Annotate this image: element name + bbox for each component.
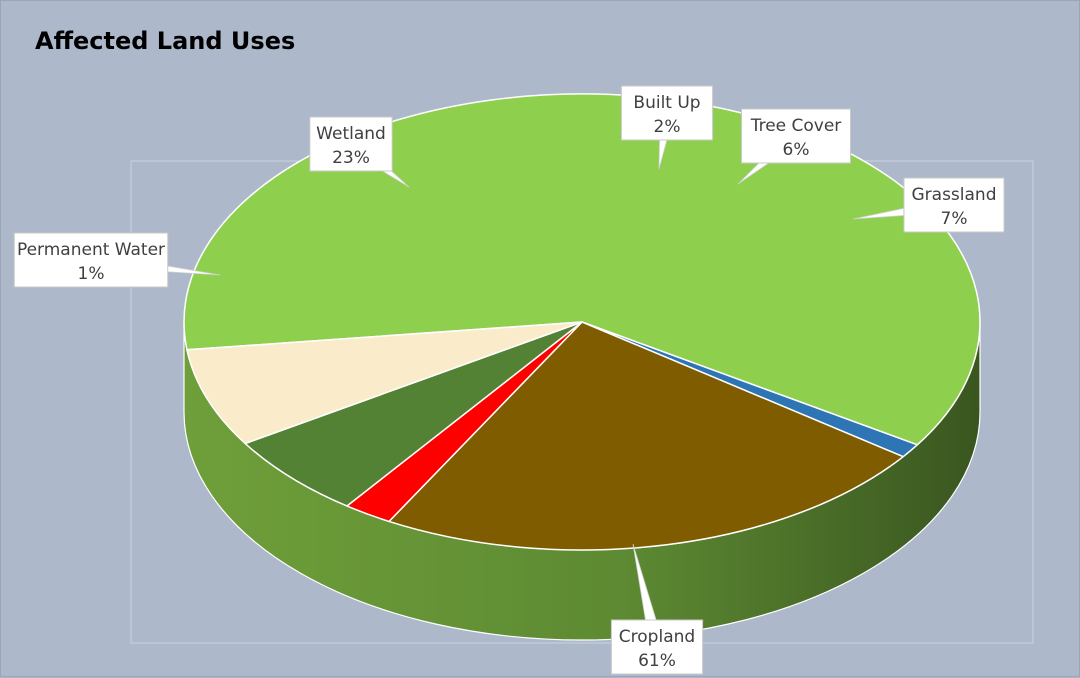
slice-percent-tree-cover: 6% [783, 140, 810, 160]
slice-label-built-up: Built Up [633, 93, 700, 113]
slice-label-tree-cover: Tree Cover [750, 116, 842, 136]
slice-label-permanent-water: Permanent Water [17, 240, 165, 260]
slice-percent-built-up: 2% [654, 117, 681, 137]
label-box-wetland [309, 116, 393, 172]
slice-percent-wetland: 23% [332, 148, 370, 168]
label-box-built-up [620, 85, 714, 141]
slice-percent-cropland: 61% [638, 651, 676, 671]
label-box-grassland [903, 177, 1005, 233]
chart-title: Affected Land Uses [35, 27, 296, 55]
slice-percent-permanent-water: 1% [78, 264, 105, 284]
pie-slice-wetland [388, 321, 904, 551]
slice-label-cropland: Cropland [619, 627, 695, 647]
slice-label-wetland: Wetland [316, 124, 386, 144]
label-box-tree-cover [741, 108, 851, 164]
slice-percent-grassland: 7% [941, 209, 968, 229]
pie-slice-grassland [186, 321, 583, 445]
pie-slice-tree-cover [244, 321, 583, 507]
label-box-cropland [610, 619, 704, 675]
label-box-permanent-water [13, 232, 169, 288]
slice-label-grassland: Grassland [912, 185, 997, 205]
